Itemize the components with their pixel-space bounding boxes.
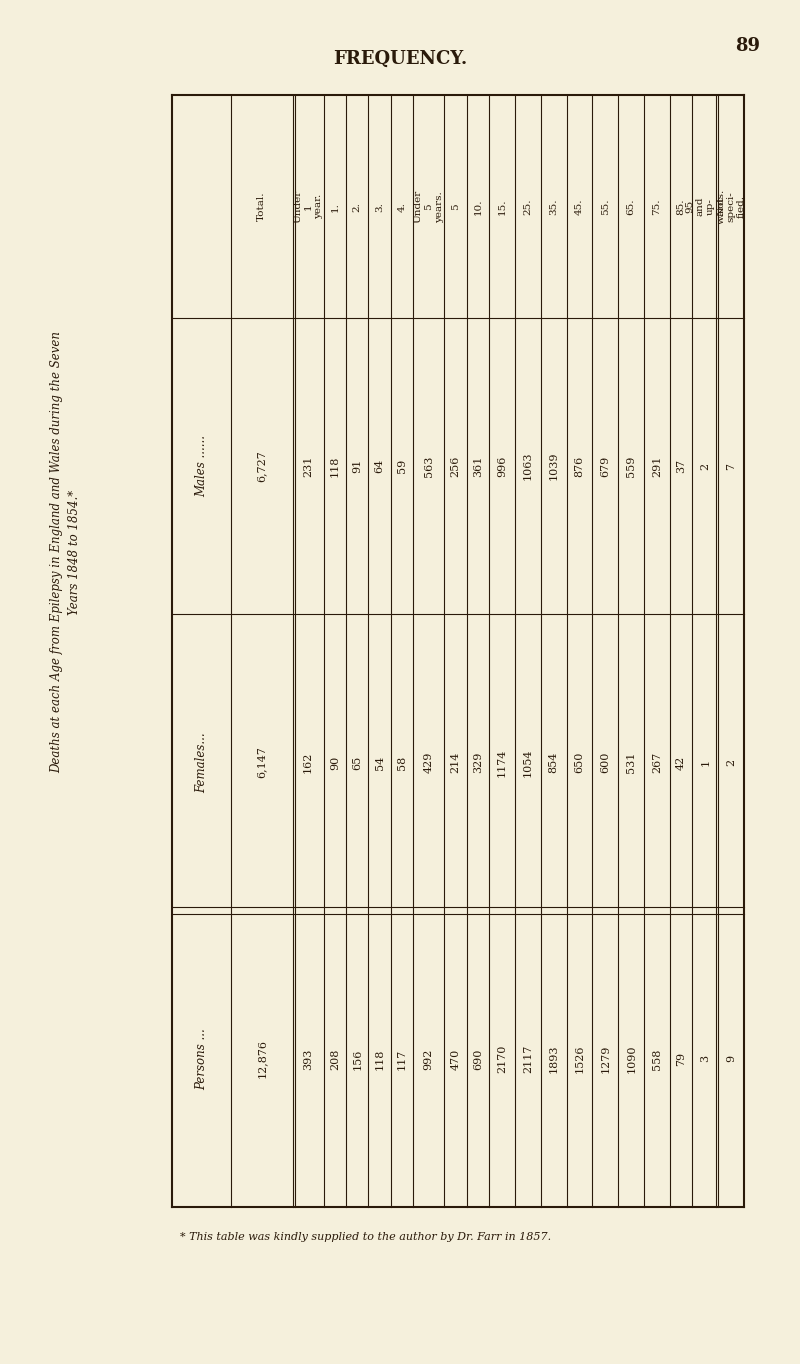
Text: 2170: 2170 bbox=[497, 1045, 507, 1073]
Text: 7: 7 bbox=[726, 462, 736, 469]
Text: 37: 37 bbox=[676, 458, 686, 473]
Text: 95
and
up-
wards.: 95 and up- wards. bbox=[685, 190, 726, 224]
Text: Persons ...: Persons ... bbox=[194, 1028, 208, 1090]
Text: 89: 89 bbox=[735, 37, 761, 56]
Text: 600: 600 bbox=[600, 752, 610, 773]
Text: 79: 79 bbox=[676, 1052, 686, 1067]
Text: 15.: 15. bbox=[498, 198, 506, 216]
Text: 58: 58 bbox=[397, 756, 407, 769]
Text: 531: 531 bbox=[626, 752, 636, 773]
Text: Under
1
year.: Under 1 year. bbox=[294, 190, 323, 224]
Text: 6,727: 6,727 bbox=[257, 450, 266, 481]
Text: 558: 558 bbox=[652, 1048, 662, 1069]
Text: 12,876: 12,876 bbox=[257, 1039, 266, 1079]
Text: 470: 470 bbox=[450, 1049, 461, 1069]
Text: 256: 256 bbox=[450, 456, 461, 477]
Text: 854: 854 bbox=[549, 752, 558, 773]
Text: 1.: 1. bbox=[330, 202, 339, 211]
Text: 118: 118 bbox=[374, 1048, 385, 1069]
Text: 996: 996 bbox=[497, 456, 507, 477]
Text: 679: 679 bbox=[600, 456, 610, 476]
Text: 75.: 75. bbox=[653, 198, 662, 216]
Text: 2117: 2117 bbox=[522, 1045, 533, 1073]
Text: 1: 1 bbox=[700, 758, 710, 767]
Text: 2: 2 bbox=[726, 758, 736, 767]
Text: 992: 992 bbox=[424, 1048, 434, 1069]
Text: Males ......: Males ...... bbox=[194, 435, 208, 496]
Text: 9: 9 bbox=[726, 1056, 736, 1063]
Text: 3: 3 bbox=[700, 1056, 710, 1063]
Text: 267: 267 bbox=[652, 752, 662, 773]
Text: 162: 162 bbox=[303, 752, 313, 773]
Text: 429: 429 bbox=[424, 752, 434, 773]
Text: 35.: 35. bbox=[549, 198, 558, 216]
Text: 65: 65 bbox=[352, 756, 362, 769]
Text: 1174: 1174 bbox=[497, 749, 507, 776]
Text: 90: 90 bbox=[330, 756, 340, 769]
Text: 4.: 4. bbox=[398, 202, 406, 211]
Text: Total.: Total. bbox=[257, 192, 266, 221]
Text: 54: 54 bbox=[374, 756, 385, 769]
Text: 3.: 3. bbox=[375, 202, 384, 211]
Text: 2: 2 bbox=[700, 462, 710, 469]
Text: 42: 42 bbox=[676, 756, 686, 769]
Text: 1526: 1526 bbox=[574, 1045, 585, 1073]
Text: 85.: 85. bbox=[677, 198, 686, 216]
Text: 231: 231 bbox=[303, 456, 313, 477]
Text: 25.: 25. bbox=[523, 198, 532, 216]
Text: 291: 291 bbox=[652, 456, 662, 477]
Text: 2.: 2. bbox=[353, 202, 362, 211]
Text: 45.: 45. bbox=[575, 198, 584, 216]
Text: 156: 156 bbox=[352, 1048, 362, 1069]
Text: Deaths at each Age from Epilepsy in England and Wales during the Seven
Years 184: Deaths at each Age from Epilepsy in Engl… bbox=[50, 331, 81, 773]
Text: 6,147: 6,147 bbox=[257, 746, 266, 779]
Text: 563: 563 bbox=[424, 456, 434, 477]
Text: 117: 117 bbox=[397, 1049, 407, 1069]
Text: 10.: 10. bbox=[474, 198, 482, 216]
Text: Not
speci-
fied.: Not speci- fied. bbox=[716, 191, 746, 222]
Text: 64: 64 bbox=[374, 458, 385, 473]
Text: 1090: 1090 bbox=[626, 1045, 636, 1073]
Text: 876: 876 bbox=[574, 456, 585, 476]
Text: 65.: 65. bbox=[626, 198, 636, 216]
Text: 650: 650 bbox=[574, 752, 585, 773]
Text: 1279: 1279 bbox=[600, 1045, 610, 1073]
Text: 55.: 55. bbox=[601, 198, 610, 216]
Text: 214: 214 bbox=[450, 752, 461, 773]
Text: 1063: 1063 bbox=[522, 451, 533, 480]
Text: Under
5
years.: Under 5 years. bbox=[414, 190, 444, 224]
Text: 91: 91 bbox=[352, 458, 362, 473]
Text: 393: 393 bbox=[303, 1048, 313, 1069]
Text: 118: 118 bbox=[330, 456, 340, 477]
Text: 559: 559 bbox=[626, 456, 636, 477]
Text: 361: 361 bbox=[473, 456, 483, 477]
Text: 208: 208 bbox=[330, 1048, 340, 1069]
Text: 5: 5 bbox=[451, 203, 460, 210]
Text: * This table was kindly supplied to the author by Dr. Farr in 1857.: * This table was kindly supplied to the … bbox=[180, 1232, 551, 1243]
Text: Females...: Females... bbox=[194, 732, 208, 792]
Text: 1039: 1039 bbox=[549, 451, 558, 480]
Text: 59: 59 bbox=[397, 458, 407, 473]
Text: 329: 329 bbox=[473, 752, 483, 773]
Text: 1893: 1893 bbox=[549, 1045, 558, 1073]
Text: 690: 690 bbox=[473, 1048, 483, 1069]
Text: FREQUENCY.: FREQUENCY. bbox=[333, 49, 467, 68]
Text: 1054: 1054 bbox=[522, 749, 533, 776]
